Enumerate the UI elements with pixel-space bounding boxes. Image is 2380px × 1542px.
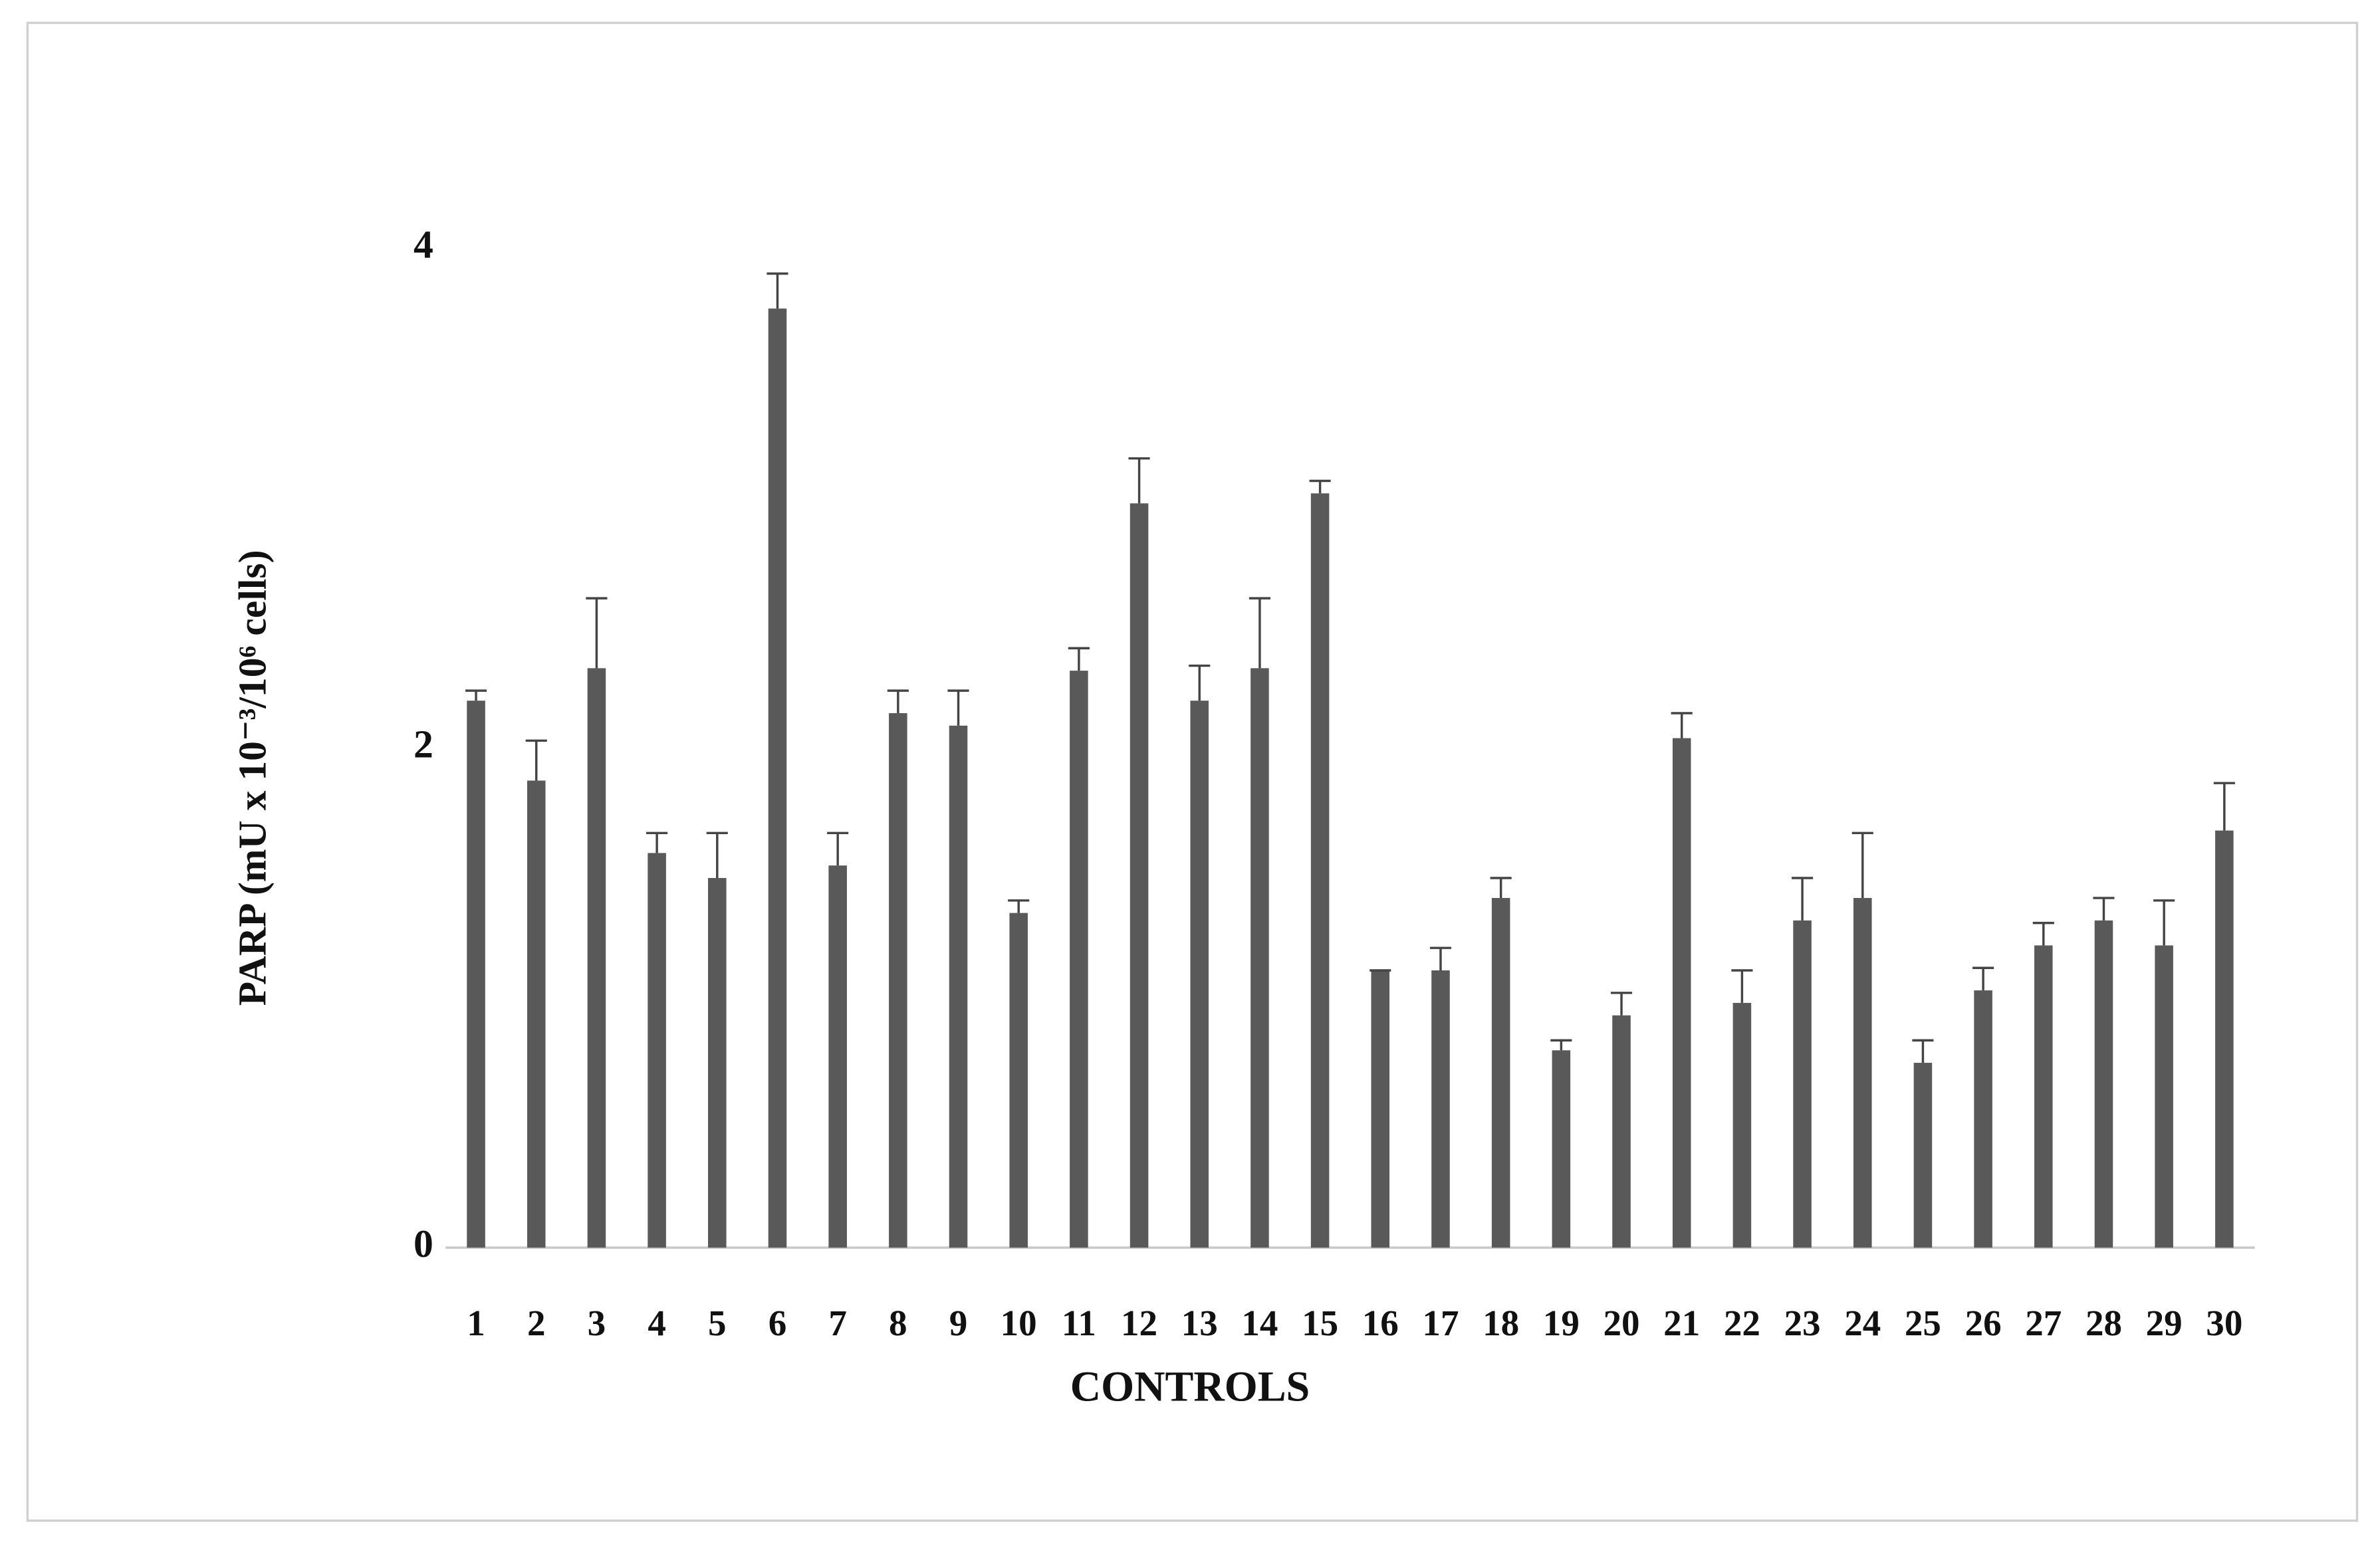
x-tick-label: 8 [889,1303,907,1343]
error-bar [1550,1039,1572,1051]
error-bar [1189,664,1211,701]
error-bar [465,689,487,701]
bar [1612,1015,1631,1248]
error-bar [2213,782,2235,831]
error-bar [1912,1039,1934,1063]
error-bar [2032,921,2054,946]
x-tick-label: 26 [1965,1303,2002,1343]
error-bar [947,689,969,726]
y-axis-label: PARP (mU x 10⁻³/10⁶ cells) [230,550,274,1006]
error-bar [706,831,728,878]
bar [2094,920,2113,1248]
error-bar [887,689,909,713]
bar [1310,493,1330,1248]
error-bar [1610,992,1633,1016]
bar [1793,920,1812,1248]
x-tick-label: 2 [527,1303,546,1343]
x-tick-label: 20 [1603,1303,1639,1343]
error-bar [827,831,849,866]
y-tick-label: 0 [414,1222,433,1266]
error-bar [2153,899,2175,946]
error-bar [1249,597,1270,669]
error-bar [1128,457,1150,504]
bar [1130,503,1149,1248]
bar [828,865,847,1248]
x-tick-label: 21 [1663,1303,1700,1343]
x-tick-label: 25 [1905,1303,1941,1343]
error-bar [2093,897,2115,921]
error-bar [1851,831,1873,899]
x-tick-label: 5 [708,1303,727,1343]
bar [949,725,968,1248]
x-tick-label: 23 [1784,1303,1821,1343]
error-bar [1972,966,1994,991]
bar [2215,830,2234,1248]
bar [587,668,606,1248]
error-bar [646,831,668,853]
x-tick-label: 29 [2146,1303,2183,1343]
x-tick-label: 3 [588,1303,606,1343]
x-tick-label: 28 [2085,1303,2122,1343]
bar [648,853,666,1248]
x-tick-label: 15 [1302,1303,1338,1343]
error-bar [1490,877,1512,899]
error-bar [1429,946,1452,971]
bar [1491,898,1510,1248]
x-tick-label: 10 [1001,1303,1037,1343]
error-bar [1731,969,1753,1003]
bar [708,877,727,1248]
error-bar [525,739,547,781]
error-bar [1008,899,1030,913]
error-bar [767,272,788,309]
error-bar [586,597,608,669]
error-bar [1068,647,1090,671]
x-tick-label: 14 [1241,1303,1278,1343]
bar [1913,1063,1933,1248]
bar [1371,970,1390,1248]
bar [1853,898,1872,1248]
x-tick-label: 22 [1724,1303,1760,1343]
bar [1732,1002,1752,1248]
bar [768,308,787,1248]
bar [889,713,907,1248]
bar [1190,701,1209,1248]
x-tick-label: 13 [1181,1303,1218,1343]
error-bar [1671,712,1693,738]
error-bar [1792,877,1814,921]
x-tick-label: 12 [1121,1303,1157,1343]
x-tick-label: 7 [828,1303,847,1343]
y-tick-label: 2 [414,722,433,766]
x-tick-label: 16 [1362,1303,1399,1343]
x-axis-label: CONTROLS [1070,1363,1310,1410]
bar [467,701,485,1248]
x-tick-label: 17 [1422,1303,1459,1343]
x-tick-label: 1 [467,1303,485,1343]
x-tick-label: 6 [769,1303,787,1343]
bar [1552,1050,1571,1248]
bar [527,780,546,1248]
bar [1672,738,1691,1248]
bar [1250,668,1269,1248]
bar [1009,913,1028,1248]
error-bar [1309,479,1331,494]
bar [1070,671,1088,1248]
x-tick-label: 4 [648,1303,666,1343]
x-tick-label: 19 [1543,1303,1580,1343]
x-tick-label: 27 [2025,1303,2062,1343]
x-tick-label: 18 [1483,1303,1519,1343]
bar [1974,990,1992,1248]
bar [1431,970,1450,1248]
x-tick-label: 9 [949,1303,968,1343]
x-tick-label: 11 [1062,1303,1096,1343]
bar [2155,945,2173,1248]
bar [2034,945,2053,1248]
y-tick-label: 4 [414,223,433,267]
x-tick-label: 24 [1844,1303,1881,1343]
x-tick-label: 30 [2206,1303,2242,1343]
